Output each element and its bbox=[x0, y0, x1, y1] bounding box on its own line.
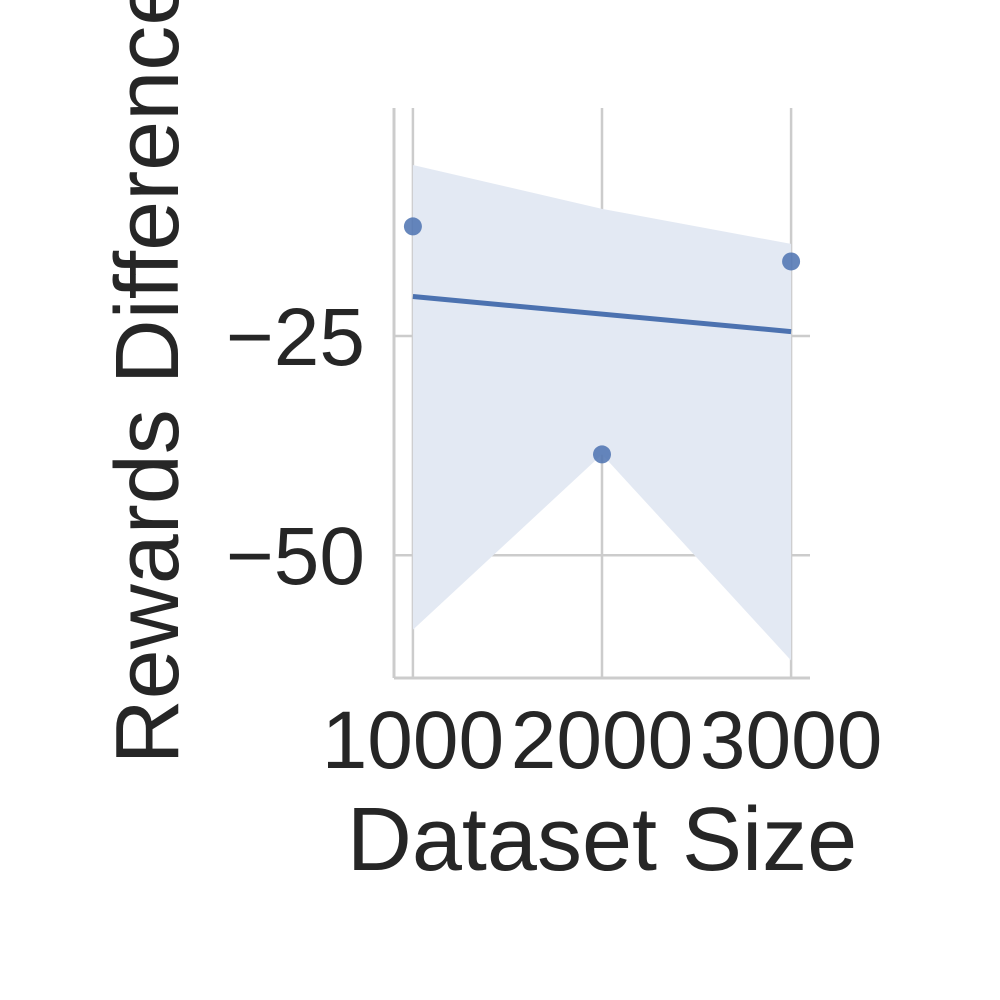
data-points bbox=[403, 217, 801, 464]
regression-line bbox=[412, 294, 792, 335]
y-axis-label: Rewards Difference bbox=[98, 0, 198, 764]
x-axis-label: Dataset Size bbox=[347, 790, 857, 890]
x-tick-label-1: 2000 bbox=[511, 695, 693, 786]
x-tick-labels: 1000 2000 3000 bbox=[322, 695, 883, 786]
x-tick-label-2: 3000 bbox=[700, 695, 882, 786]
y-tick-label-0: −25 bbox=[226, 292, 365, 383]
confidence-band bbox=[412, 165, 792, 661]
y-tick-label-1: −50 bbox=[226, 511, 365, 602]
axis-spines bbox=[392, 108, 810, 680]
data-point-0 bbox=[403, 217, 422, 236]
data-point-1 bbox=[593, 445, 611, 464]
x-tick-label-0: 1000 bbox=[322, 695, 504, 786]
y-tick-labels: −25 −50 bbox=[226, 292, 365, 602]
data-point-2 bbox=[782, 252, 801, 271]
